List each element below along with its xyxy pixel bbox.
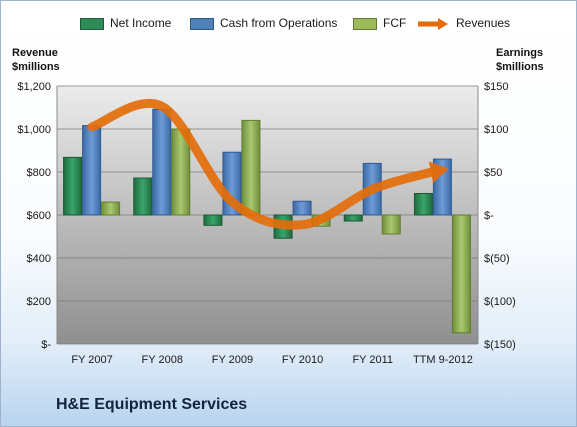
right-tick-label: $- [484,210,494,222]
bars [63,108,471,334]
x-tick-label: FY 2008 [142,354,183,366]
legend-arrow-revenues [418,18,448,30]
fcf-bar [451,214,471,334]
left-tick-label: $600 [27,210,51,222]
legend-label-fcf: FCF [383,16,407,30]
revenue-line-path [87,98,436,230]
left-axis-title-line2: $millions [12,61,60,73]
left-axis-ticks: $- $200 $400 $600 $800 $1,000 $1,200 [17,81,51,351]
left-tick-label: $1,200 [17,81,51,93]
left-axis-title: Revenue $millions [12,46,60,74]
right-tick-label: $(50) [484,253,510,265]
x-tick-label: FY 2010 [282,354,323,366]
right-axis-title-line1: Earnings [496,47,544,59]
right-axis-ticks: $(150) $(100) $(50) $- $50 $100 $150 [484,81,516,351]
legend-label-net-income: Net Income [110,16,172,30]
right-tick-label: $50 [484,167,502,179]
right-tick-label: $150 [484,81,508,93]
legend-swatch-cash-from-operations [190,18,214,30]
net-income-bar [413,193,433,216]
left-tick-label: $400 [27,253,51,265]
legend: Net Income Cash from Operations FCF Reve… [0,16,577,32]
revenue-line [87,98,449,230]
right-axis-title-line2: $millions [496,61,544,73]
legend-label-cash-from-operations: Cash from Operations [220,16,338,30]
fcf-bar [101,201,121,216]
cash-from-operations-bar [152,108,172,216]
chart-title: H&E Equipment Services [56,396,248,413]
left-tick-label: $- [41,339,51,351]
legend-label-revenues: Revenues [456,16,511,30]
gridlines [56,85,479,345]
right-tick-label: $(100) [484,296,516,308]
cash-from-operations-bar [292,200,312,216]
x-axis-ticks: FY 2007 FY 2008 FY 2009 FY 2010 FY 2011 TTM 9… [71,354,472,366]
left-tick-label: $800 [27,167,51,179]
x-tick-label: TTM 9-2012 [413,354,473,366]
x-tick-label: FY 2009 [212,354,253,366]
net-income-bar [133,177,153,216]
legend-swatch-net-income [80,18,104,30]
revenue-arrowhead [428,161,449,183]
right-tick-label: $(150) [484,339,516,351]
cash-from-operations-bar [82,125,102,216]
right-tick-label: $100 [484,124,508,136]
legend-swatch-fcf [353,18,377,30]
x-tick-label: FY 2007 [71,354,112,366]
fcf-bar [381,214,401,235]
net-income-bar [343,214,363,222]
x-tick-label: FY 2011 [352,354,393,366]
left-axis-title-line1: Revenue [12,47,58,59]
net-income-bar [203,214,223,226]
fcf-bar [241,119,261,216]
left-tick-label: $1,000 [17,124,51,136]
net-income-bar [63,156,83,216]
left-tick-label: $200 [27,296,51,308]
right-axis-title: Earnings $millions [496,46,544,74]
